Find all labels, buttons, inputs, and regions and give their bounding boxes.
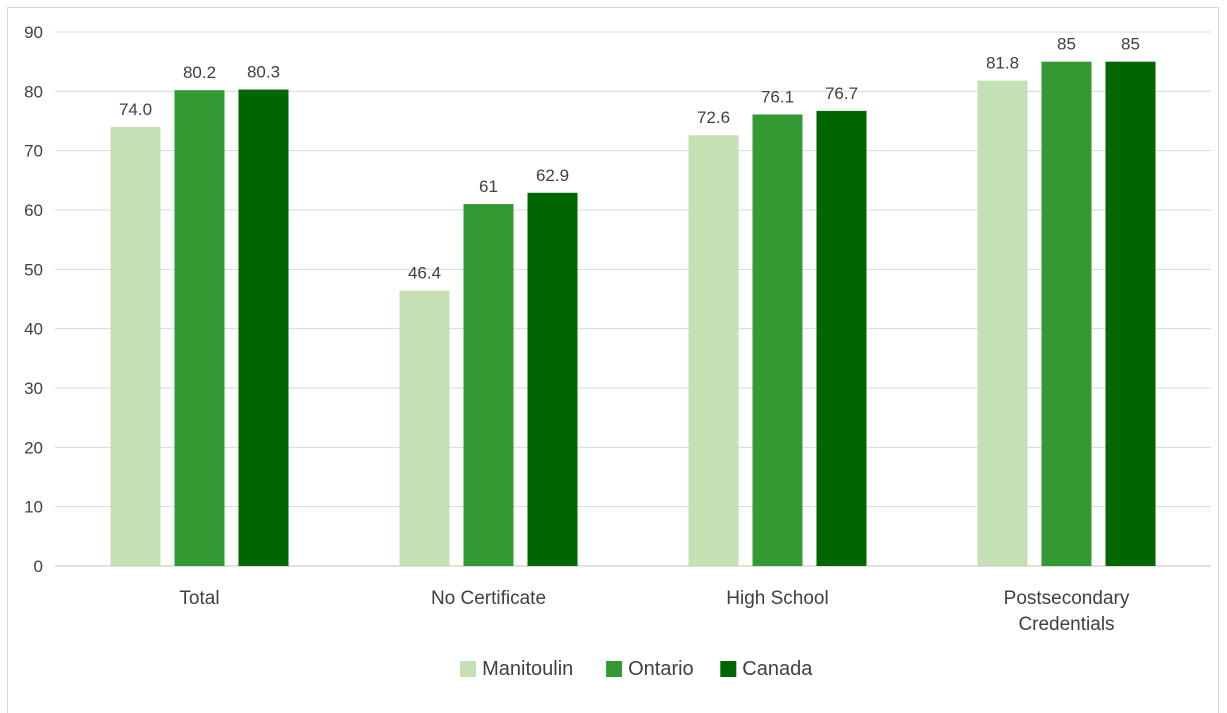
data-label: 80.3 xyxy=(247,63,280,82)
y-tick-label: 40 xyxy=(24,320,43,339)
y-tick-label: 10 xyxy=(24,498,43,517)
y-axis-tick-labels: 0 10 20 30 40 50 60 70 80 90 xyxy=(24,23,43,576)
data-label: 76.7 xyxy=(825,84,858,103)
y-tick-label: 70 xyxy=(24,142,43,161)
bar-ontario xyxy=(174,90,225,566)
legend-swatch-manitoulin xyxy=(460,661,477,677)
data-label: 80.2 xyxy=(183,63,216,82)
category-label: Total xyxy=(179,588,219,609)
y-tick-label: 90 xyxy=(24,23,43,42)
legend-swatch-ontario xyxy=(606,661,623,677)
legend-label-manitoulin: Manitoulin xyxy=(482,658,573,680)
data-label: 85 xyxy=(1121,35,1140,54)
data-label: 85 xyxy=(1057,35,1076,54)
data-label: 72.6 xyxy=(697,108,730,127)
data-labels: 74.0 80.2 80.3 46.4 61 62.9 72.6 76.1 76.7 81.8 85… xyxy=(119,35,1140,283)
data-label: 74.0 xyxy=(119,100,152,119)
bar-manitoulin xyxy=(110,126,161,566)
data-label: 62.9 xyxy=(536,166,569,185)
data-label: 76.1 xyxy=(761,87,794,106)
chart-frame: 0 10 20 30 40 50 60 70 80 90 74.0 80.2 80.3 46.4 61 62… xyxy=(7,7,1219,713)
legend-label-ontario: Ontario xyxy=(628,658,694,680)
y-tick-label: 50 xyxy=(24,260,43,279)
bar-canada xyxy=(238,89,289,566)
legend-swatch-canada xyxy=(720,661,737,677)
bar-ontario xyxy=(1041,61,1092,567)
y-tick-label: 60 xyxy=(24,201,43,220)
data-label: 46.4 xyxy=(408,264,441,283)
legend: Manitoulin Ontario Canada xyxy=(460,658,813,680)
x-axis-category-labels: Total No Certificate High School Postsecond… xyxy=(179,588,1129,635)
gridlines xyxy=(55,31,1211,567)
bar-canada xyxy=(816,110,867,566)
category-label: No Certificate xyxy=(431,588,546,609)
y-tick-label: 30 xyxy=(24,379,43,398)
bar-manitoulin xyxy=(688,135,739,566)
bar-ontario xyxy=(463,204,514,567)
bar-canada xyxy=(527,192,578,566)
bar-ontario xyxy=(752,114,803,567)
bar-manitoulin xyxy=(399,290,450,566)
legend-label-canada: Canada xyxy=(742,658,813,680)
data-label: 81.8 xyxy=(986,54,1019,73)
y-tick-label: 20 xyxy=(24,438,43,457)
y-tick-label: 0 xyxy=(34,557,43,576)
data-label: 61 xyxy=(479,177,498,196)
bar-manitoulin xyxy=(977,80,1028,567)
category-label: High School xyxy=(726,588,828,609)
bars xyxy=(110,61,1156,567)
y-tick-label: 80 xyxy=(24,82,43,101)
category-label: Postsecondary Credentials xyxy=(1004,588,1130,635)
bar-canada xyxy=(1105,61,1156,567)
bar-chart: 0 10 20 30 40 50 60 70 80 90 74.0 80.2 80.3 46.4 61 62… xyxy=(24,23,1211,680)
